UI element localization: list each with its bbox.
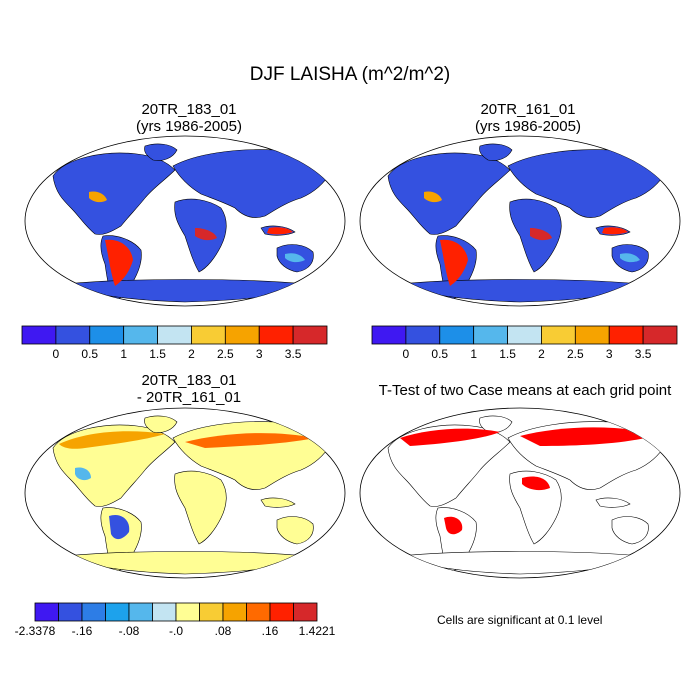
high-latitude-positive xyxy=(59,431,165,449)
colorbar-swatch xyxy=(246,602,271,622)
colorbar-tick-label: 2 xyxy=(538,347,545,361)
colorbar-tick-label: 3 xyxy=(255,347,263,361)
colorbar-swatch xyxy=(175,602,200,622)
colorbar-swatch xyxy=(123,325,158,345)
colorbar-tick-label: 0.5 xyxy=(431,347,449,361)
colorbar-swatch xyxy=(21,325,57,345)
colorbar-tick-label: 3.5 xyxy=(284,347,302,361)
congo-high-lai xyxy=(530,228,552,241)
colorbar-swatch xyxy=(258,325,294,345)
colorbar-swatch xyxy=(58,602,83,622)
amazon-high-lai xyxy=(105,239,133,286)
colorbar-tick-label: 1.5 xyxy=(149,347,166,361)
colorbar-tick-label: -.08 xyxy=(118,624,140,638)
panel-title-line2: - 20TR_161_01 xyxy=(136,389,242,406)
colorbar-tick-label: -2.3378 xyxy=(14,624,56,638)
colorbar-swatch xyxy=(507,325,542,345)
colorbar-swatch xyxy=(34,602,59,622)
na-negative xyxy=(75,467,91,481)
colorbar-swatch xyxy=(89,325,125,345)
colorbar-tick-label: 0.5 xyxy=(81,347,99,361)
colorbar-tick-label: 2.5 xyxy=(216,347,234,361)
colorbar-tick-label: 0 xyxy=(52,347,60,361)
australia-low-lai xyxy=(620,253,640,263)
colorbar-top-right xyxy=(371,325,678,345)
indonesia-high-lai xyxy=(267,227,293,235)
panel-title-line1: 20TR_183_01 xyxy=(141,101,237,118)
colorbar-bottom-left xyxy=(34,602,318,622)
colorbar-swatch xyxy=(128,602,153,622)
indonesia-high-lai xyxy=(602,227,628,235)
panel-title-bottom-right: T-Test of two Case means at each grid po… xyxy=(355,382,695,399)
map-panel-top-right xyxy=(359,135,681,307)
panel-title-line1: 20TR_183_01 xyxy=(141,372,237,389)
colorbar-swatch xyxy=(269,602,294,622)
amazon-high-lai xyxy=(440,239,468,286)
significant-cells-eurasia xyxy=(520,427,660,446)
colorbar-tick-label: -.16 xyxy=(71,624,93,638)
colorbar-tick-label: -.0 xyxy=(168,624,184,638)
colorbar-swatch xyxy=(608,325,644,345)
significant-cells-na xyxy=(400,428,500,446)
significance-note: Cells are significant at 0.1 level xyxy=(437,613,603,627)
amazon-negative xyxy=(109,514,130,540)
colorbar-swatch xyxy=(293,602,318,622)
panel-title-line2: (yrs 1986-2005) xyxy=(475,118,581,135)
significant-cells-africa xyxy=(522,476,550,491)
panel-title-top-right: 20TR_161_01 (yrs 1986-2005) xyxy=(373,101,683,135)
colorbar-swatch xyxy=(105,602,130,622)
figure-title: DJF LAISHA (m^2/m^2) xyxy=(249,64,451,85)
colorbar-tick-label: .08 xyxy=(214,624,232,638)
colorbar-tick-label: .16 xyxy=(261,624,279,638)
map-panel-bottom-right xyxy=(359,407,681,579)
panel-title-top-left: 20TR_183_01 (yrs 1986-2005) xyxy=(34,101,344,135)
colorbar-swatch xyxy=(199,602,224,622)
colorbar-tick-label: 1.5 xyxy=(499,347,516,361)
colorbar-top-left xyxy=(21,325,328,345)
colorbar-swatch xyxy=(191,325,226,345)
colorbar-tick-label: 2 xyxy=(188,347,195,361)
colorbar-swatch xyxy=(55,325,91,345)
colorbar-swatch xyxy=(81,602,106,622)
colorbar-swatch xyxy=(405,325,441,345)
eastern-na-mid-lai xyxy=(424,191,442,203)
colorbar-swatch xyxy=(222,602,247,622)
colorbar-tick-label: 0 xyxy=(402,347,410,361)
eastern-na-mid-lai xyxy=(89,191,107,203)
colorbar-swatch xyxy=(541,325,576,345)
eurasia-positive xyxy=(185,433,315,448)
colorbar-swatch xyxy=(642,325,678,345)
panel-title-bottom-left: 20TR_183_01 - 20TR_161_01 xyxy=(34,372,344,406)
map-panel-bottom-left xyxy=(24,407,346,579)
map-panel-top-left xyxy=(24,135,346,307)
colorbar-swatch xyxy=(157,325,192,345)
panel-title-line2: (yrs 1986-2005) xyxy=(136,118,242,135)
colorbar-tick-label: 1.4221 xyxy=(298,624,336,638)
colorbar-tick-label: 3.5 xyxy=(634,347,652,361)
colorbar-swatch xyxy=(371,325,407,345)
colorbar-swatch xyxy=(574,325,610,345)
colorbar-swatch xyxy=(473,325,508,345)
colorbar-swatch xyxy=(152,602,177,622)
congo-high-lai xyxy=(195,228,217,241)
colorbar-swatch xyxy=(439,325,475,345)
colorbar-tick-label: 3 xyxy=(605,347,613,361)
colorbar-tick-label: 1 xyxy=(470,347,477,361)
colorbar-swatch xyxy=(224,325,260,345)
australia-low-lai xyxy=(285,253,305,263)
panel-title-line1: T-Test of two Case means at each grid po… xyxy=(378,382,672,399)
colorbar-tick-label: 2.5 xyxy=(566,347,584,361)
colorbar-swatch xyxy=(292,325,328,345)
significant-cells-amazon xyxy=(444,516,463,535)
colorbar-tick-label: 1 xyxy=(120,347,127,361)
panel-title-line1: 20TR_161_01 xyxy=(480,101,576,118)
